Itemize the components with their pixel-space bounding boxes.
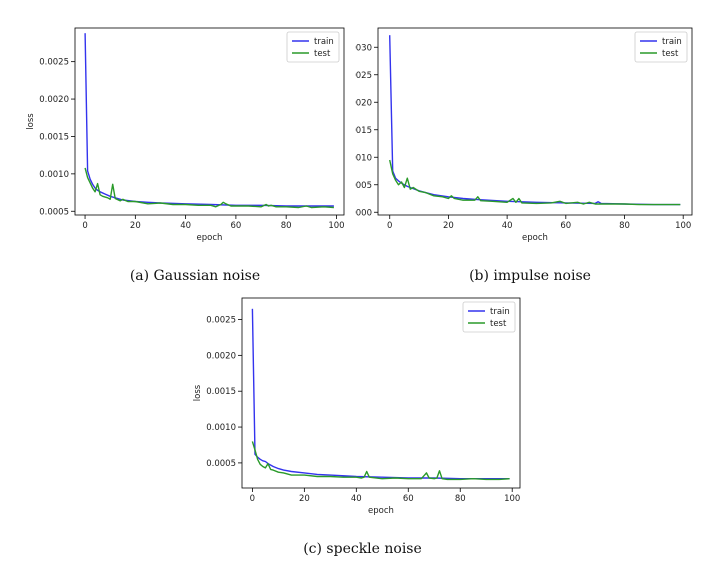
x-tick-label: 100 xyxy=(328,221,344,231)
legend-label-train: train xyxy=(490,307,510,317)
x-axis-label: epoch xyxy=(522,233,548,243)
legend-label-train: train xyxy=(314,37,334,47)
chart-panel-a: 0 20 40 60 80 100 0.0005 0.0010 0.0015 0.0020 0.00… xyxy=(0,0,350,254)
y-tick-label: 0.0020 xyxy=(206,351,236,361)
series-line-train xyxy=(251,308,510,480)
legend-label-test: test xyxy=(490,319,507,329)
plot-frame xyxy=(74,27,345,216)
x-tick-label: 100 xyxy=(504,494,520,504)
y-tick-label: 0.0015 xyxy=(39,132,69,142)
y-tick-label: 0.0010 xyxy=(39,170,69,180)
y-tick-label: 0.0030 xyxy=(355,43,372,53)
x-tick-label: 0 xyxy=(250,494,255,504)
x-tick-label: 60 xyxy=(230,221,241,231)
x-tick-label: 20 xyxy=(299,494,310,504)
x-tick-label: 60 xyxy=(403,494,414,504)
y-tick-label: 0.0005 xyxy=(355,181,372,191)
y-tick-label: 0.0005 xyxy=(39,207,69,217)
legend-label-train: train xyxy=(662,37,682,47)
series-line-test xyxy=(251,441,510,481)
y-tick-label: 0.0025 xyxy=(39,58,69,68)
y-axis-label: loss xyxy=(193,384,203,401)
y-tick-label: 0.0025 xyxy=(206,316,236,326)
legend-label-test: test xyxy=(314,49,331,59)
x-tick-label: 20 xyxy=(130,221,141,231)
x-tick-label: 0 xyxy=(82,221,87,231)
chart-panel-c: 0 20 40 60 80 100 0.0005 0.0010 0.0015 0.0020 0.00… xyxy=(170,295,530,531)
legend: train test xyxy=(462,301,516,333)
legend: train test xyxy=(286,31,340,63)
x-tick-label: 40 xyxy=(351,494,362,504)
caption-speckle: (c) speckle noise xyxy=(303,541,422,557)
y-tick-label: 0.0010 xyxy=(206,423,236,433)
x-tick-label: 40 xyxy=(180,221,191,231)
y-tick-label: 0.0020 xyxy=(355,98,372,108)
y-tick-label: 0.0005 xyxy=(206,459,236,469)
series-line-test xyxy=(389,159,681,206)
y-tick-label: 0.0015 xyxy=(206,387,236,397)
legend: train test xyxy=(634,31,688,63)
legend-box xyxy=(462,301,516,333)
caption-impulse: (b) impulse noise xyxy=(469,268,591,284)
x-axis-label: epoch xyxy=(368,506,394,516)
y-tick-label: 0.0025 xyxy=(355,71,372,81)
y-tick-label: 0.0010 xyxy=(355,153,372,163)
caption-gaussian: (a) Gaussian noise xyxy=(129,268,261,284)
y-axis-label: loss xyxy=(26,113,36,130)
x-tick-label: 40 xyxy=(502,221,513,231)
series-line-test xyxy=(84,167,334,209)
x-tick-label: 60 xyxy=(560,221,571,231)
legend-label-test: test xyxy=(662,49,679,59)
x-tick-label: 20 xyxy=(443,221,454,231)
x-axis-label: epoch xyxy=(197,233,223,243)
plot-frame xyxy=(241,297,521,489)
legend-box xyxy=(634,31,688,63)
x-tick-label: 80 xyxy=(455,494,466,504)
x-tick-label: 0 xyxy=(387,221,392,231)
x-tick-label: 80 xyxy=(281,221,292,231)
x-tick-label: 80 xyxy=(619,221,630,231)
x-tick-label: 100 xyxy=(675,221,691,231)
y-tick-label: 0.0015 xyxy=(355,126,372,136)
plot-frame xyxy=(377,27,693,216)
y-tick-label: 0.0020 xyxy=(39,95,69,105)
legend-box xyxy=(286,31,340,63)
loss-chart-speckle: 0 20 40 60 80 100 0.0005 0.0010 0.0015 0.0020 0.00… xyxy=(193,297,521,516)
loss-chart-gaussian: 0 20 40 60 80 100 0.0005 0.0010 0.0015 0.0020 0.00… xyxy=(26,27,345,243)
